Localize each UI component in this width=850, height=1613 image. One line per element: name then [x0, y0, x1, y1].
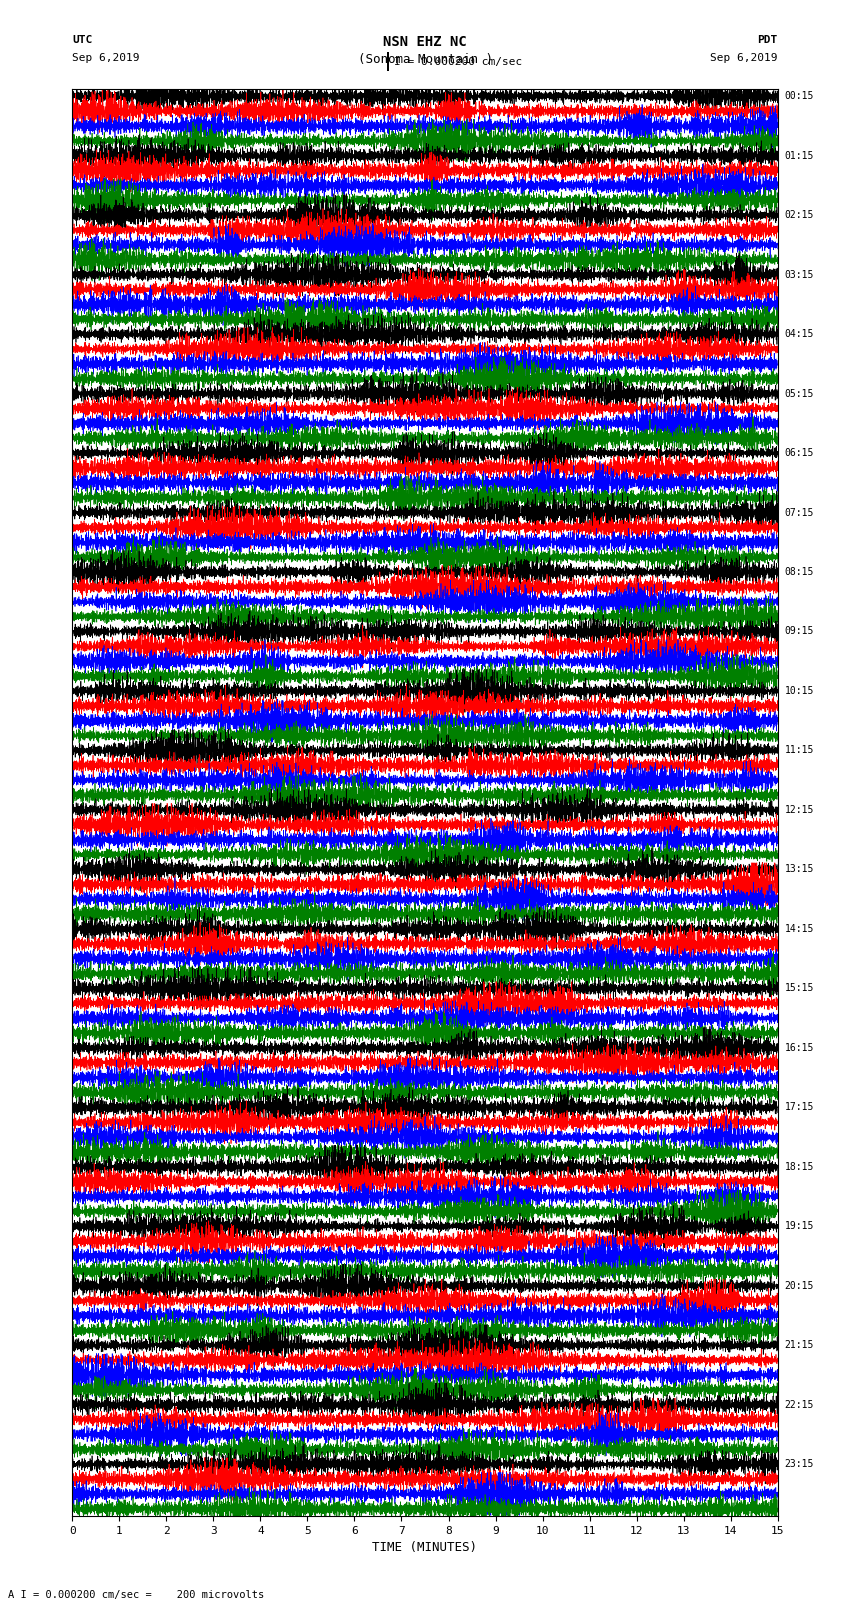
Text: 02:15: 02:15 — [785, 210, 814, 219]
Text: Sep 6,2019: Sep 6,2019 — [711, 53, 778, 63]
Text: 15:15: 15:15 — [785, 984, 814, 994]
Text: 21:15: 21:15 — [785, 1340, 814, 1350]
Text: 20:15: 20:15 — [785, 1281, 814, 1290]
Text: Sep 6,2019: Sep 6,2019 — [72, 53, 139, 63]
Text: (Sonoma Mountain ): (Sonoma Mountain ) — [358, 53, 492, 66]
Text: 08:15: 08:15 — [785, 568, 814, 577]
Text: 18:15: 18:15 — [785, 1161, 814, 1171]
Text: UTC: UTC — [72, 35, 93, 45]
Text: 17:15: 17:15 — [785, 1102, 814, 1113]
Text: NSN EHZ NC: NSN EHZ NC — [383, 35, 467, 50]
Text: PDT: PDT — [757, 35, 778, 45]
Text: 10:15: 10:15 — [785, 686, 814, 695]
Text: 00:15: 00:15 — [785, 92, 814, 102]
Text: A I = 0.000200 cm/sec =    200 microvolts: A I = 0.000200 cm/sec = 200 microvolts — [8, 1590, 264, 1600]
Text: 12:15: 12:15 — [785, 805, 814, 815]
Text: 01:15: 01:15 — [785, 150, 814, 161]
Text: 13:15: 13:15 — [785, 865, 814, 874]
Text: I = 0.000200 cm/sec: I = 0.000200 cm/sec — [394, 56, 522, 68]
Text: 16:15: 16:15 — [785, 1044, 814, 1053]
Text: 07:15: 07:15 — [785, 508, 814, 518]
Text: 06:15: 06:15 — [785, 448, 814, 458]
Text: 11:15: 11:15 — [785, 745, 814, 755]
Text: 09:15: 09:15 — [785, 626, 814, 637]
Text: 03:15: 03:15 — [785, 269, 814, 279]
Text: 23:15: 23:15 — [785, 1460, 814, 1469]
Text: 14:15: 14:15 — [785, 924, 814, 934]
Text: 19:15: 19:15 — [785, 1221, 814, 1231]
X-axis label: TIME (MINUTES): TIME (MINUTES) — [372, 1542, 478, 1555]
Text: 22:15: 22:15 — [785, 1400, 814, 1410]
Text: 05:15: 05:15 — [785, 389, 814, 398]
Text: 04:15: 04:15 — [785, 329, 814, 339]
